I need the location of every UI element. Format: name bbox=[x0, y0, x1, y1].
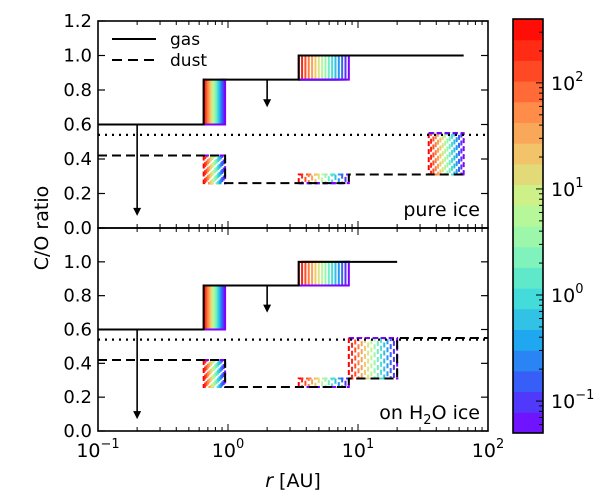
x-tick-label: 10−1 bbox=[76, 437, 119, 462]
panel-label-part: O ice bbox=[432, 402, 480, 424]
colorbar-level bbox=[513, 39, 543, 61]
x-axis-label-var: r bbox=[265, 470, 274, 492]
x-tick-label: 100 bbox=[212, 437, 244, 462]
y-tick-label: 0.6 bbox=[63, 320, 92, 341]
colorbar-tick-base: 10 bbox=[551, 179, 575, 201]
colorbar-tick-exp: 1 bbox=[575, 176, 583, 191]
colorbar-tick-base: 10 bbox=[551, 73, 575, 95]
dust-band-step bbox=[203, 154, 227, 185]
y-tick-label: 0.8 bbox=[63, 286, 92, 307]
colorbar-level bbox=[513, 184, 543, 206]
colorbar-tick-label: 102 bbox=[551, 70, 583, 95]
y-tick-label: 1.2 bbox=[63, 11, 92, 32]
dust-line bbox=[98, 336, 488, 389]
dust-band-step bbox=[348, 336, 399, 380]
dust-line bbox=[98, 154, 464, 185]
legend-label-gas: gas bbox=[170, 30, 200, 50]
colorbar-level bbox=[513, 246, 543, 268]
x-tick-base: 10 bbox=[342, 440, 366, 462]
dust-band-step bbox=[348, 336, 399, 380]
dust-band-step bbox=[203, 358, 227, 389]
bottom-panel bbox=[98, 260, 488, 420]
colorbar-level bbox=[513, 267, 543, 289]
axis-labels: pure ice on H2O ice C/O ratio r [AU] bbox=[31, 186, 480, 492]
x-tick-label: 102 bbox=[472, 437, 504, 462]
colorbar-level bbox=[513, 101, 543, 123]
dust-band-step bbox=[428, 132, 465, 176]
panel-label-sub: 2 bbox=[423, 413, 431, 428]
y-tick-label: 0.4 bbox=[63, 149, 92, 170]
gas-line bbox=[98, 260, 398, 331]
colorbar-level bbox=[513, 226, 543, 248]
y-tick-label: 1.0 bbox=[63, 252, 92, 273]
colorbar-level bbox=[513, 370, 543, 393]
x-tick-exp: 0 bbox=[236, 437, 244, 452]
y-tick-label: 0.2 bbox=[63, 184, 92, 205]
colorbar-level bbox=[513, 143, 543, 165]
colorbar-level bbox=[513, 60, 543, 82]
y-axis-label: C/O ratio bbox=[31, 186, 53, 270]
colorbar-level bbox=[513, 122, 543, 144]
colorbar-tick-label: 101 bbox=[551, 176, 583, 201]
panel-label-part: on H bbox=[379, 402, 423, 424]
dust-band-step bbox=[298, 173, 350, 185]
dust-band-step bbox=[298, 377, 350, 389]
axes-frames bbox=[97, 20, 489, 432]
colorbar-level bbox=[513, 19, 543, 41]
x-tick-exp: 2 bbox=[496, 437, 504, 452]
colorbar-level bbox=[513, 412, 543, 434]
colorbar-level bbox=[513, 81, 543, 103]
x-tick-base: 10 bbox=[76, 440, 100, 462]
colorbar-frame bbox=[512, 18, 544, 434]
y-tick-label: 0.2 bbox=[63, 387, 92, 408]
colorbar-tick-base: 10 bbox=[551, 285, 575, 307]
x-axis-label-unit: [AU] bbox=[273, 470, 321, 492]
dust-band-step bbox=[203, 154, 227, 185]
x-tick-base: 10 bbox=[472, 440, 496, 462]
x-tick-exp: 1 bbox=[366, 437, 374, 452]
panel-label: pure ice bbox=[403, 199, 480, 221]
y-tick-label: 0.0 bbox=[63, 421, 92, 442]
y-tick-label: 1.0 bbox=[63, 46, 92, 67]
x-tick-base: 10 bbox=[212, 440, 236, 462]
x-axis-label: r [AU] bbox=[265, 470, 321, 492]
axis-ticks: 0.0 0.2 0.4 0.6 0.8 1.0 1.2 0.0 0.2 0.4 0.6 0.8 1.0 1… bbox=[63, 11, 504, 462]
colorbar-level bbox=[513, 288, 543, 310]
arrow-head bbox=[263, 304, 272, 313]
colorbar-level bbox=[513, 350, 543, 372]
x-tick-label: 101 bbox=[342, 437, 374, 462]
y-tick-label: 0.4 bbox=[63, 353, 92, 374]
colorbar-tick-exp: −1 bbox=[575, 388, 594, 403]
y-tick-label: 0.6 bbox=[63, 115, 92, 136]
colorbar-level bbox=[513, 329, 543, 351]
colorbar-tick-exp: 0 bbox=[575, 282, 583, 297]
colorbar-tick-label: 100 bbox=[551, 282, 583, 307]
arrow-head bbox=[133, 207, 142, 216]
gas-line bbox=[98, 54, 464, 126]
colorbar-level bbox=[513, 205, 543, 227]
y-tick-label: 0.0 bbox=[63, 218, 92, 239]
legend-label-dust: dust bbox=[170, 51, 207, 71]
x-tick-exp: −1 bbox=[101, 437, 120, 452]
dust-band-step bbox=[348, 336, 399, 380]
top-panel bbox=[98, 54, 488, 216]
colorbar-level bbox=[513, 308, 543, 330]
arrow-head bbox=[263, 99, 272, 108]
panel-label: on H2O ice bbox=[379, 402, 480, 428]
arrow-head bbox=[133, 411, 142, 420]
colorbar-level bbox=[513, 391, 543, 413]
colorbar-level bbox=[513, 163, 543, 186]
colorbar-tick-exp: 2 bbox=[575, 70, 583, 85]
colorbar-tick-base: 10 bbox=[551, 391, 575, 413]
y-tick-label: 0.8 bbox=[63, 80, 92, 101]
colorbar-tick-label: 10−1 bbox=[551, 388, 594, 413]
